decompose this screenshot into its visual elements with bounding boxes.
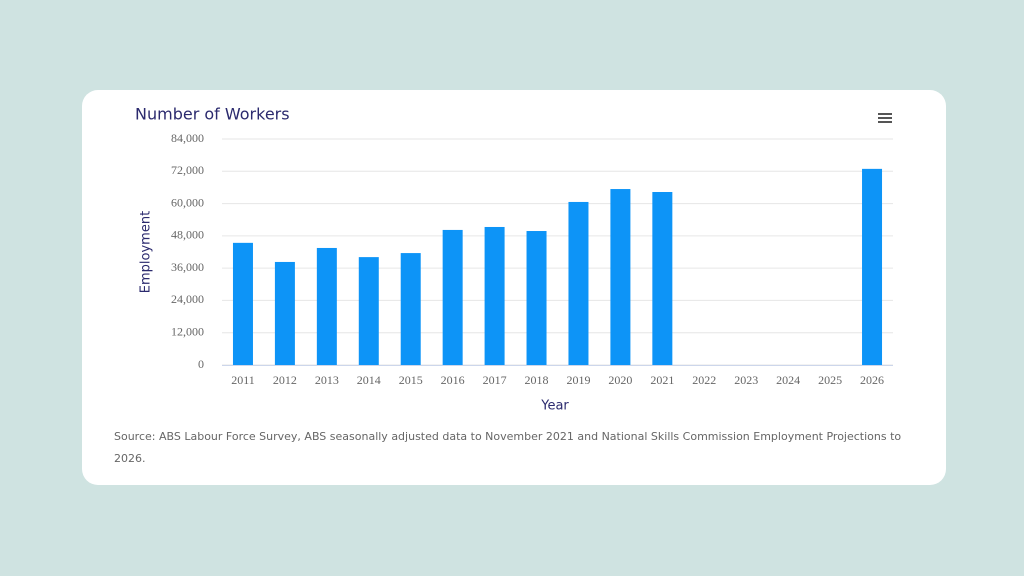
x-tick-label: 2012	[273, 373, 297, 387]
bar	[862, 168, 883, 365]
x-tick-label: 2018	[525, 373, 549, 387]
x-tick-label: 2021	[650, 373, 674, 387]
bar	[442, 229, 463, 365]
x-tick-label: 2024	[776, 373, 800, 387]
x-tick-label: 2016	[441, 373, 465, 387]
y-axis-label: Employment	[139, 211, 154, 293]
bar	[526, 231, 547, 365]
bar	[652, 192, 673, 365]
bar	[484, 226, 505, 365]
x-tick-label: 2014	[357, 373, 381, 387]
bar	[568, 201, 589, 365]
y-tick-label: 72,000	[171, 163, 204, 177]
y-tick-label: 60,000	[171, 195, 204, 209]
x-tick-label: 2020	[608, 373, 632, 387]
y-tick-label: 84,000	[171, 131, 204, 145]
menu-icon[interactable]	[878, 113, 892, 123]
x-tick-label: 2023	[734, 373, 758, 387]
x-tick-label: 2017	[483, 373, 507, 387]
chart-title: Number of Workers	[135, 105, 290, 124]
bar	[232, 242, 253, 365]
y-tick-label: 12,000	[171, 324, 204, 338]
x-axis-label: Year	[540, 399, 569, 414]
x-tick-label: 2025	[818, 373, 842, 387]
y-tick-label: 0	[198, 357, 204, 371]
x-tick-label: 2013	[315, 373, 339, 387]
bar	[400, 253, 421, 365]
x-tick-label: 2022	[692, 373, 716, 387]
y-tick-label: 24,000	[171, 292, 204, 306]
bar	[316, 247, 337, 365]
y-tick-label: 36,000	[171, 260, 204, 274]
card	[82, 90, 946, 485]
x-tick-label: 2015	[399, 373, 423, 387]
source-note: Source: ABS Labour Force Survey, ABS sea…	[114, 430, 902, 465]
x-tick-label: 2011	[231, 373, 255, 387]
y-tick-label: 48,000	[171, 228, 204, 242]
bar	[358, 257, 379, 365]
x-tick-label: 2026	[860, 373, 884, 387]
x-tick-label: 2019	[566, 373, 590, 387]
bar	[610, 189, 631, 365]
bar	[274, 261, 295, 365]
